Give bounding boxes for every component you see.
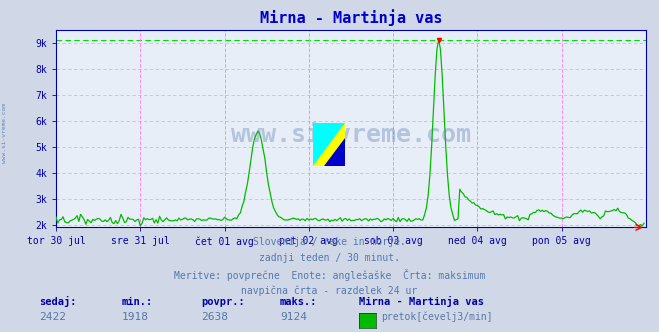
Text: 9124: 9124 xyxy=(280,312,307,322)
Polygon shape xyxy=(313,123,345,166)
Text: sedaj:: sedaj: xyxy=(40,296,77,307)
Text: Slovenija / reke in morje.: Slovenija / reke in morje. xyxy=(253,237,406,247)
Text: zadnji teden / 30 minut.: zadnji teden / 30 minut. xyxy=(259,253,400,263)
Text: min.:: min.: xyxy=(122,297,153,307)
Text: 2422: 2422 xyxy=(40,312,67,322)
Text: navpična črta - razdelek 24 ur: navpična črta - razdelek 24 ur xyxy=(241,285,418,296)
Text: Mirna - Martinja vas: Mirna - Martinja vas xyxy=(359,296,484,307)
Text: 1918: 1918 xyxy=(122,312,149,322)
Title: Mirna - Martinja vas: Mirna - Martinja vas xyxy=(260,9,442,26)
Text: www.si-vreme.com: www.si-vreme.com xyxy=(2,103,7,163)
Text: povpr.:: povpr.: xyxy=(201,297,244,307)
Polygon shape xyxy=(324,138,345,166)
Polygon shape xyxy=(313,123,345,166)
Text: pretok[čevelj3/min]: pretok[čevelj3/min] xyxy=(381,311,492,322)
Text: Meritve: povprečne  Enote: anglešaške  Črta: maksimum: Meritve: povprečne Enote: anglešaške Črt… xyxy=(174,269,485,281)
Text: www.si-vreme.com: www.si-vreme.com xyxy=(231,123,471,146)
Text: 2638: 2638 xyxy=(201,312,228,322)
Text: maks.:: maks.: xyxy=(280,297,318,307)
